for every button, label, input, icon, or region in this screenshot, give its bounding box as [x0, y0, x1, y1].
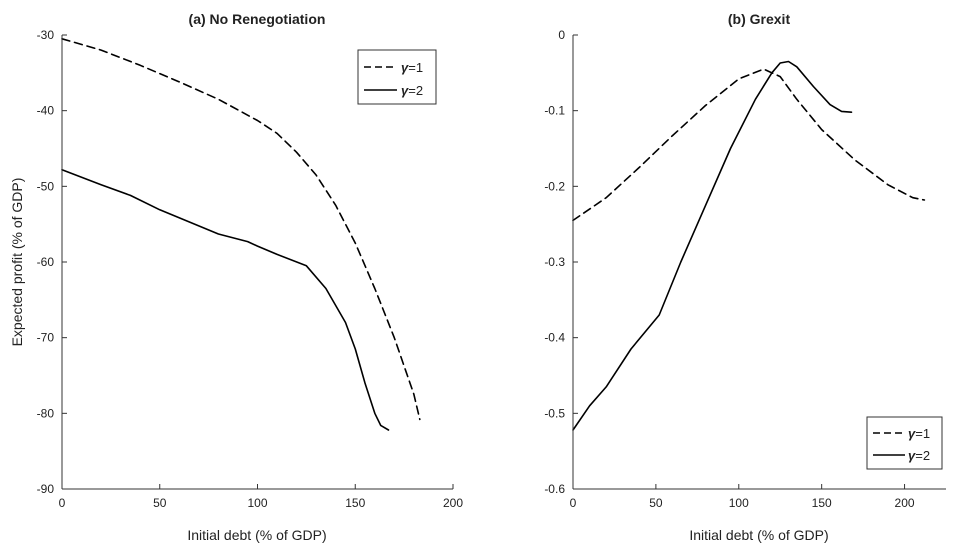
panel-b-x-tick-label: 200 [895, 496, 915, 510]
gamma-symbol: γ [908, 426, 916, 441]
panel-b-x-tick-label: 0 [570, 496, 577, 510]
panel-a-y-ticks: -90 -80 -70 -60 -50 -40 -30 [37, 28, 67, 496]
panel-a-legend: γ=1 γ=2 [357, 49, 437, 105]
legend-value: =1 [408, 60, 423, 75]
panel-b-y-tick-label: -0.3 [544, 255, 565, 269]
panel-b-x-ticks: 0 50 100 150 200 [570, 484, 915, 510]
panel-b-legend-label-gamma-2: γ=2 [908, 448, 930, 463]
panel-b-x-tick-label: 150 [812, 496, 832, 510]
panel-a-plot-area [62, 35, 453, 489]
panel-b-y-tick-label: 0 [558, 28, 565, 42]
panel-b: (b) Grexit Initial debt (% of GDP) 0 50 10… [544, 11, 946, 543]
gamma-symbol: γ [401, 60, 409, 75]
panel-a-x-tick-label: 50 [153, 496, 167, 510]
panel-a-x-axis-label: Initial debt (% of GDP) [187, 527, 326, 543]
panel-b-x-axis-label: Initial debt (% of GDP) [689, 527, 828, 543]
gamma-symbol: γ [908, 448, 916, 463]
panel-a-legend-label-gamma-2: γ=2 [401, 83, 423, 98]
panel-b-title: (b) Grexit [728, 11, 791, 27]
panel-a-series [61, 37, 421, 431]
panel-a-x-tick-label: 0 [59, 496, 66, 510]
gamma-symbol: γ [401, 83, 409, 98]
panel-a-x-tick-label: 150 [345, 496, 365, 510]
legend-value: =2 [408, 83, 423, 98]
panel-a-title: (a) No Renegotiation [189, 11, 326, 27]
legend-value: =2 [915, 448, 930, 463]
panel-a-y-axis-label: Expected profit (% of GDP) [9, 178, 25, 347]
panel-a-x-tick-label: 200 [443, 496, 463, 510]
panel-a: (a) No Renegotiation Initial debt (% of … [9, 11, 463, 543]
panel-b-y-tick-label: -0.5 [544, 406, 565, 420]
panel-b-x-tick-label: 50 [649, 496, 663, 510]
panel-a-series-line-gamma-2 [61, 168, 390, 431]
panel-b-series [572, 60, 926, 431]
panel-b-y-tick-label: -0.2 [544, 179, 565, 193]
panel-b-plot-area [573, 35, 946, 489]
panel-a-y-tick-label: -40 [37, 104, 55, 118]
panel-a-series-line-gamma-1 [61, 37, 421, 421]
panel-a-y-tick-label: -80 [37, 406, 55, 420]
panel-a-legend-box [357, 49, 437, 105]
panel-b-y-ticks: -0.6 -0.5 -0.4 -0.3 -0.2 -0.1 0 [544, 28, 578, 496]
panel-a-x-tick-label: 100 [247, 496, 267, 510]
panel-b-y-tick-label: -0.6 [544, 482, 565, 496]
panel-b-legend-box [866, 416, 943, 470]
panel-a-y-tick-label: -50 [37, 179, 55, 193]
panel-a-x-ticks: 0 50 100 150 200 [59, 484, 463, 510]
panel-b-y-tick-label: -0.4 [544, 331, 565, 345]
panel-a-y-tick-label: -30 [37, 28, 55, 42]
panel-b-x-tick-label: 100 [729, 496, 749, 510]
panel-a-y-tick-label: -70 [37, 331, 55, 345]
panel-b-legend: γ=1 γ=2 [866, 416, 943, 470]
panel-b-series-line-gamma-2 [572, 60, 853, 431]
panel-a-y-tick-label: -60 [37, 255, 55, 269]
panel-a-legend-label-gamma-1: γ=1 [401, 60, 423, 75]
legend-value: =1 [915, 426, 930, 441]
panel-a-y-tick-label: -90 [37, 482, 55, 496]
panel-b-y-tick-label: -0.1 [544, 104, 565, 118]
panel-b-legend-label-gamma-1: γ=1 [908, 426, 930, 441]
